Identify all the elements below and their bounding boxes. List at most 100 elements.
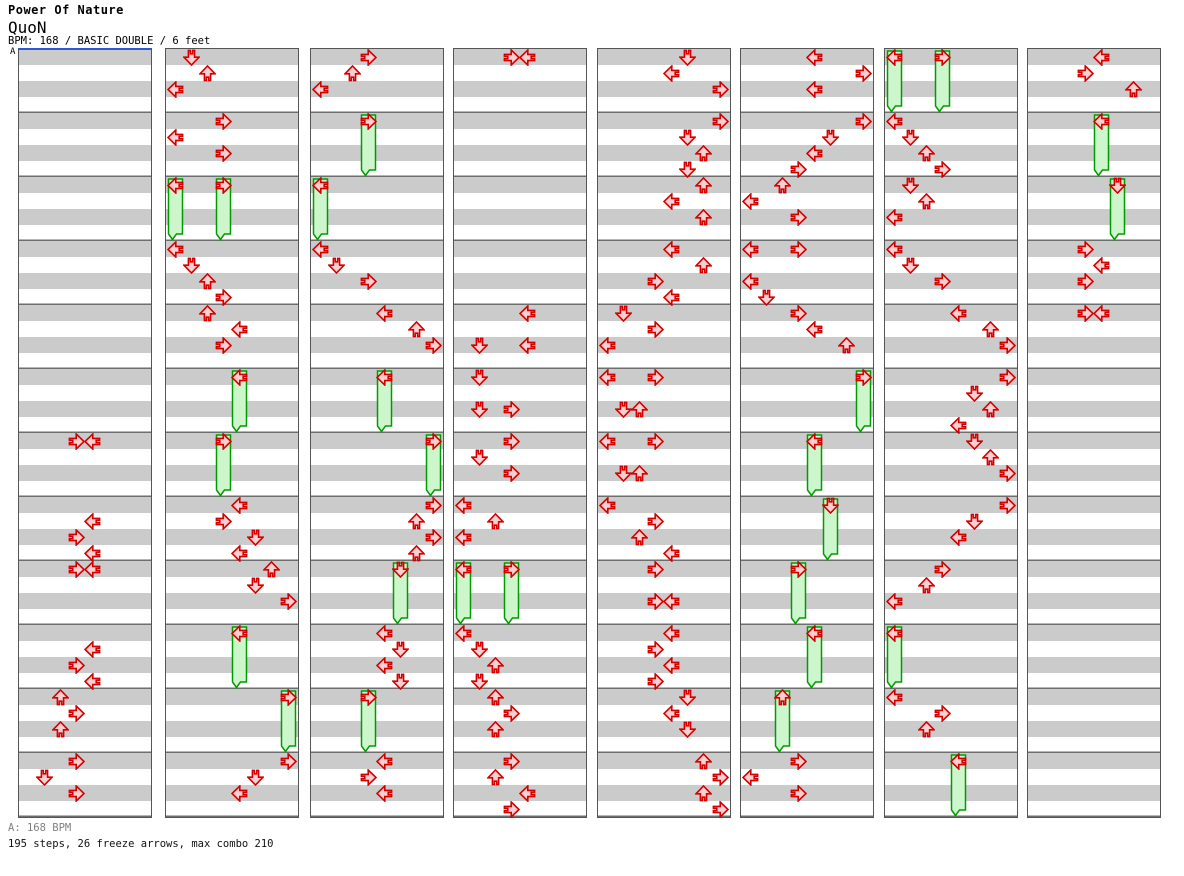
note-down-arrow bbox=[246, 577, 266, 594]
note-down-arrow bbox=[900, 257, 920, 274]
bpm-marker-line bbox=[18, 48, 152, 50]
note-right-arrow bbox=[215, 143, 233, 163]
note-down-arrow bbox=[326, 257, 346, 274]
note-left-arrow bbox=[83, 639, 101, 659]
note-down-arrow bbox=[469, 641, 489, 658]
freeze-arrow-body bbox=[360, 689, 377, 753]
note-right-arrow bbox=[360, 271, 378, 291]
freeze-right-arrow bbox=[280, 687, 297, 707]
note-right-arrow bbox=[934, 703, 952, 723]
note-left-arrow bbox=[662, 543, 680, 563]
note-left-arrow bbox=[518, 47, 536, 67]
note-left-arrow bbox=[885, 591, 903, 611]
freeze-down-arrow bbox=[821, 497, 841, 514]
freeze-left-arrow bbox=[885, 47, 903, 67]
freeze-arrow-body bbox=[215, 177, 232, 241]
note-right-arrow bbox=[360, 47, 378, 67]
note-right-arrow bbox=[503, 47, 521, 67]
note-down-arrow bbox=[181, 257, 201, 274]
note-right-arrow bbox=[999, 367, 1016, 387]
note-right-arrow bbox=[934, 159, 952, 179]
note-down-arrow bbox=[756, 289, 776, 306]
note-left-arrow bbox=[598, 431, 616, 451]
note-left-arrow bbox=[949, 303, 967, 323]
note-up-arrow bbox=[407, 544, 427, 562]
note-up-arrow bbox=[981, 448, 1001, 466]
note-right-arrow bbox=[425, 495, 442, 515]
chart-panel-8 bbox=[1027, 47, 1161, 818]
note-up-arrow bbox=[694, 784, 714, 802]
note-down-arrow bbox=[391, 641, 411, 658]
note-left-arrow bbox=[311, 79, 329, 99]
note-down-arrow bbox=[900, 177, 920, 194]
note-left-arrow bbox=[83, 543, 101, 563]
note-right-arrow bbox=[1077, 239, 1095, 259]
freeze-arrow-body bbox=[790, 561, 807, 625]
chart-panel-2 bbox=[165, 48, 299, 818]
freeze-arrow-body bbox=[886, 625, 903, 689]
note-left-arrow bbox=[311, 239, 329, 259]
chart-panel-7 bbox=[884, 47, 1018, 818]
freeze-left-arrow bbox=[454, 559, 472, 579]
note-up-arrow bbox=[981, 320, 1001, 338]
note-down-arrow bbox=[613, 401, 633, 418]
song-title: Power Of Nature bbox=[8, 3, 124, 17]
note-right-arrow bbox=[68, 783, 86, 803]
note-right-arrow bbox=[999, 335, 1016, 355]
note-down-arrow bbox=[678, 49, 698, 66]
note-left-arrow bbox=[885, 207, 903, 227]
note-right-arrow bbox=[215, 335, 233, 355]
note-up-arrow bbox=[837, 336, 857, 354]
note-right-arrow bbox=[1077, 303, 1095, 323]
freeze-arrow-body bbox=[280, 689, 297, 753]
note-up-arrow bbox=[694, 208, 714, 226]
note-left-arrow bbox=[518, 335, 536, 355]
note-down-arrow bbox=[678, 129, 698, 146]
note-right-arrow bbox=[68, 751, 86, 771]
note-up-arrow bbox=[50, 688, 70, 706]
song-artist: QuoN bbox=[8, 18, 47, 37]
freeze-left-arrow bbox=[230, 367, 248, 387]
note-right-arrow bbox=[360, 767, 378, 787]
note-down-arrow bbox=[613, 305, 633, 322]
note-left-arrow bbox=[662, 63, 680, 83]
freeze-arrow-body bbox=[855, 369, 872, 433]
note-right-arrow bbox=[68, 559, 86, 579]
note-right-arrow bbox=[647, 367, 665, 387]
note-up-arrow bbox=[916, 144, 936, 162]
note-up-arrow bbox=[916, 720, 936, 738]
freeze-right-arrow bbox=[934, 47, 952, 67]
note-left-arrow bbox=[375, 655, 393, 675]
freeze-right-arrow bbox=[425, 431, 442, 451]
note-down-arrow bbox=[469, 401, 489, 418]
note-right-arrow bbox=[503, 751, 521, 771]
freeze-arrow-body bbox=[215, 433, 232, 497]
note-right-arrow bbox=[647, 431, 665, 451]
note-right-arrow bbox=[215, 511, 233, 531]
freeze-left-arrow bbox=[805, 431, 823, 451]
note-left-arrow bbox=[805, 47, 823, 67]
note-left-arrow bbox=[949, 527, 967, 547]
note-down-arrow bbox=[678, 689, 698, 706]
note-right-arrow bbox=[790, 239, 808, 259]
note-right-arrow bbox=[647, 511, 665, 531]
note-left-arrow bbox=[598, 367, 616, 387]
note-left-arrow bbox=[230, 543, 248, 563]
note-left-arrow bbox=[805, 143, 823, 163]
freeze-left-arrow bbox=[311, 175, 329, 195]
note-right-arrow bbox=[647, 671, 665, 691]
note-right-arrow bbox=[855, 63, 872, 83]
freeze-arrow-body bbox=[231, 369, 248, 433]
freeze-arrow-body bbox=[934, 49, 951, 113]
note-right-arrow bbox=[503, 799, 521, 819]
note-right-arrow bbox=[280, 591, 297, 611]
note-left-arrow bbox=[83, 511, 101, 531]
note-up-arrow bbox=[50, 720, 70, 738]
freeze-left-arrow bbox=[1092, 111, 1110, 131]
note-left-arrow bbox=[741, 239, 759, 259]
freeze-arrow-body bbox=[455, 561, 472, 625]
freeze-left-arrow bbox=[230, 623, 248, 643]
note-left-arrow bbox=[1092, 255, 1110, 275]
note-up-arrow bbox=[772, 176, 792, 194]
